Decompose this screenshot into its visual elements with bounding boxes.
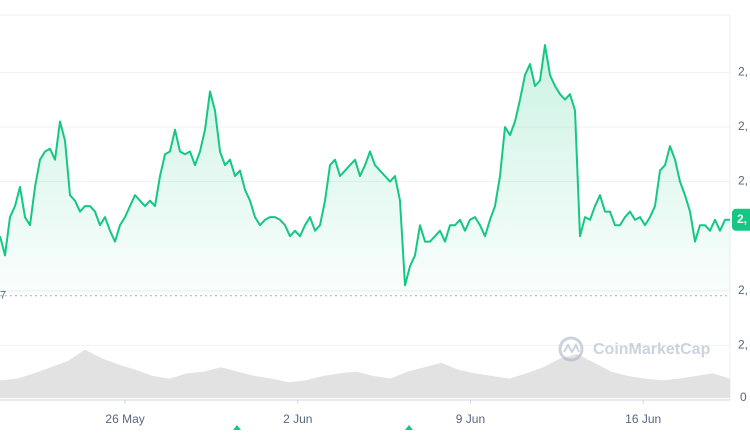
volume-area <box>0 349 730 398</box>
y-tick-label: 2, <box>738 119 748 133</box>
price-badge <box>732 208 750 231</box>
event-marker <box>233 425 241 430</box>
x-tick-label: 9 Jun <box>456 412 485 426</box>
watermark: CoinMarketCap <box>558 336 711 362</box>
y-tick-label: 2, <box>738 283 748 297</box>
x-tick-label: 16 Jun <box>625 412 661 426</box>
price-line <box>0 44 730 287</box>
x-tick-label: 2 Jun <box>283 412 312 426</box>
x-tick-label: 26 May <box>105 412 144 426</box>
price-area <box>0 45 730 296</box>
price-badge-label: 2, <box>737 212 747 226</box>
watermark-text: CoinMarketCap <box>593 341 711 358</box>
y2-tick-label: 0 <box>740 390 747 404</box>
y-tick-label: 2, <box>738 65 748 79</box>
y-tick-label: 2, <box>738 174 748 188</box>
y-tick-label: 2, <box>738 338 748 352</box>
event-marker <box>405 425 413 430</box>
